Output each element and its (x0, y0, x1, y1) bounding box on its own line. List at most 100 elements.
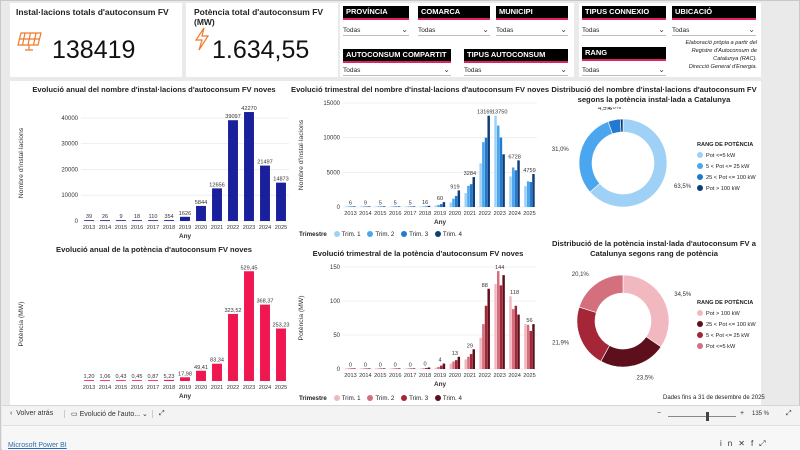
quarterly-power-chart[interactable]: 0501001500201302014020150201602017020184… (293, 259, 543, 393)
legend-label: Trim. 2 (375, 231, 395, 238)
bar (412, 206, 416, 207)
bar (360, 368, 363, 369)
expand-icon[interactable]: ⤢ (152, 410, 165, 418)
bar-data-label: 110 (149, 214, 158, 220)
back-label: Volver atrás (16, 410, 54, 417)
slicer-provincia-dropdown[interactable]: Todas ⌄ (343, 25, 409, 36)
bar (472, 349, 476, 369)
zoom-in-button[interactable]: + (740, 410, 745, 417)
kpi-power-value: 1.634,55 (212, 36, 310, 64)
donut-slice (578, 121, 613, 193)
x-tick-label: 2020 (195, 225, 207, 231)
bar (410, 368, 413, 369)
back-button[interactable]: ‹ Volver atrás (10, 410, 53, 417)
zoom-slider[interactable] (668, 416, 736, 417)
x-icon[interactable]: ✕ (738, 439, 751, 448)
bar (467, 356, 470, 369)
credit-line: Direcció General d'Energia. (688, 64, 757, 70)
y-tick-label: 50 (333, 333, 340, 339)
bar (494, 115, 497, 207)
bar (228, 120, 238, 221)
bar-data-label: 49,41 (194, 365, 208, 371)
credit-line: Registre d'Autoconsum de (691, 48, 757, 54)
fit-page-icon[interactable]: ⤢ (786, 410, 792, 417)
slicer-autoconsum-compartit-dropdown[interactable]: Todas ⌄ (343, 65, 451, 76)
bar (427, 367, 431, 369)
legend-dot (697, 332, 703, 338)
slicer-provincia[interactable]: PROVÍNCIA Todas ⌄ (343, 6, 413, 40)
chevron-down-icon: ⌄ (658, 65, 665, 74)
donut-power-legend: RANG DE POTÈNCIA Pot > 100 kW 25 < Pot <… (697, 300, 756, 354)
installs-donut-chart[interactable]: 63,5% 31,0% 4,5%1,0% (549, 107, 759, 227)
legend-dot-q1 (333, 231, 340, 237)
bar-data-label: 1626 (179, 211, 191, 217)
zoom-slider-thumb[interactable] (706, 412, 709, 421)
bar-data-label: 0 (409, 362, 412, 368)
slicer-comarca-dropdown[interactable]: Todas ⌄ (418, 25, 490, 36)
bar-data-label: 39097 (225, 114, 241, 120)
bar-data-label: 3284 (464, 171, 476, 177)
bar (347, 368, 351, 369)
bar (410, 206, 413, 207)
bar (164, 220, 174, 221)
slicers-panel-right: TIPUS CONNEXIO Todas ⌄ UBICACIÓ Todas ⌄ RA… (579, 3, 761, 77)
legend-title: RANG DE POTÈNCIA (697, 300, 754, 306)
powerbi-link[interactable]: Microsoft Power BI (8, 442, 67, 449)
bar-data-label: 21497 (257, 160, 273, 166)
bar (407, 368, 410, 369)
zoom-out-button[interactable]: − (657, 410, 662, 417)
slicer-tipus-connexio[interactable]: TIPUS CONNEXIO Todas ⌄ (582, 6, 668, 40)
power-donut-chart[interactable]: 34,5% 23,5% 21,9% 20,1% (549, 261, 759, 391)
donut-data-label: 20,1% (572, 272, 590, 278)
bar (395, 206, 398, 207)
chevron-down-icon: ⌄ (658, 25, 665, 34)
slicer-tipus-autoconsum[interactable]: TIPUS AUTOCONSUM Todas ⌄ (464, 49, 570, 77)
slicer-autoconsum-compartit[interactable]: AUTOCONSUM COMPARTIT Todas ⌄ (343, 49, 455, 77)
bar (457, 190, 461, 207)
bar (148, 220, 158, 221)
slicer-tipus-connexio-label: TIPUS CONNEXIO (582, 6, 666, 20)
bar (440, 365, 443, 369)
slicer-tipus-autoconsum-dropdown[interactable]: Todas ⌄ (464, 65, 568, 76)
chevron-down-icon: ⌄ (748, 25, 755, 34)
slicer-municipi-dropdown[interactable]: Todas ⌄ (496, 25, 568, 36)
facebook-icon[interactable]: f (750, 439, 760, 448)
page-tab[interactable]: ▭ Evolució de l'auto... ⌄ (64, 410, 148, 418)
slicer-ubicacio[interactable]: UBICACIÓ Todas ⌄ (672, 6, 758, 40)
annual-power-chart[interactable]: 1,20 2013 1,06 2014 0,43 2015 0,45 2016 0,87 2017… (13, 253, 293, 403)
x-tick-label: 2020 (195, 385, 207, 391)
slicer-ubicacio-label: UBICACIÓ (672, 6, 756, 20)
bar-data-label: 9 (119, 214, 122, 220)
x-tick-label: 2019 (179, 225, 191, 231)
bar-data-label: 83,34 (210, 358, 224, 364)
bar (395, 368, 398, 369)
x-axis-label: Any (434, 219, 447, 226)
slicer-comarca[interactable]: COMARCA Todas ⌄ (418, 6, 492, 40)
fullscreen-icon[interactable]: ⤢ (759, 439, 772, 448)
slicer-ubicacio-dropdown[interactable]: Todas ⌄ (672, 25, 756, 36)
x-axis-label: Any (179, 393, 192, 400)
bar-data-label: 16 (422, 200, 428, 206)
slicer-municipi[interactable]: MUNICIPI Todas ⌄ (496, 6, 570, 40)
slicer-tipus-connexio-dropdown[interactable]: Todas ⌄ (582, 25, 666, 36)
quarterly-installs-chart[interactable]: 0 5000 10000 15000 6 2013 9 2014 5 2015 5 2016 5 2017… (293, 95, 543, 229)
y-tick-label: 15000 (323, 101, 340, 107)
slicer-municipi-label: MUNICIPI (496, 6, 568, 20)
bar-data-label: 118 (510, 290, 519, 296)
bar-data-label: 0,45 (132, 374, 143, 380)
bar (442, 363, 446, 369)
bar-data-label: 354 (164, 214, 173, 220)
linkedin-icon[interactable]: in (720, 439, 739, 448)
donut-slice (622, 274, 670, 348)
bar-data-label: 368,37 (256, 299, 273, 305)
slicer-rang[interactable]: RANG Todas ⌄ (582, 47, 668, 77)
x-tick-label: 2016 (131, 225, 143, 231)
slicer-autoconsum-compartit-label: AUTOCONSUM COMPARTIT (343, 49, 451, 63)
bar (374, 368, 378, 369)
x-tick-label: 2023 (493, 373, 505, 379)
slicer-rang-dropdown[interactable]: Todas ⌄ (582, 65, 666, 76)
bar-data-label: 4759 (523, 168, 535, 174)
annual-installs-chart[interactable]: 0 10000 20000 30000 40000 39 2013 26 2014 9 2015 18… (13, 95, 293, 245)
bar (422, 206, 425, 207)
bar-data-label: 12656 (209, 182, 225, 188)
